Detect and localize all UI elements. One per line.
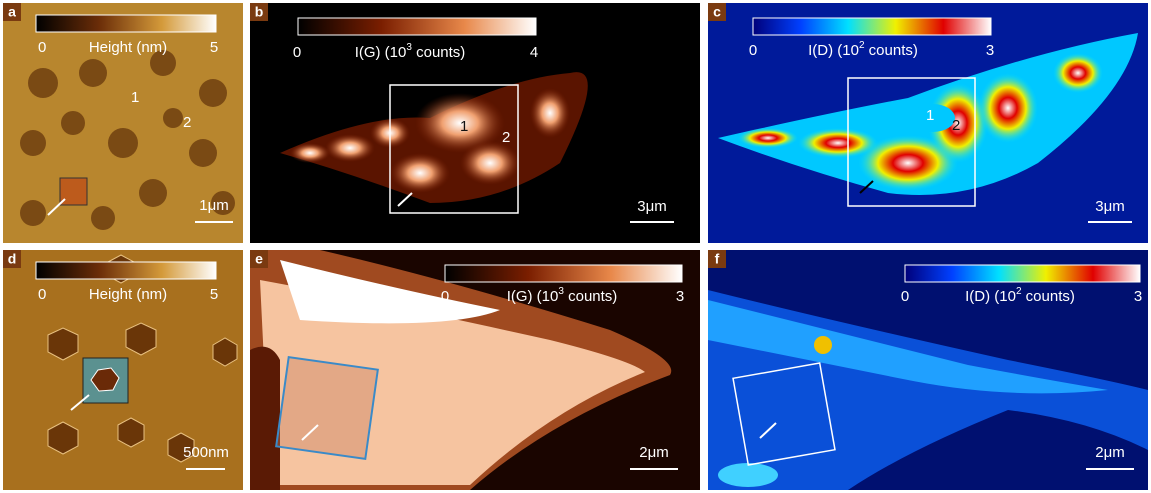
colorbar	[36, 262, 216, 279]
colorbar-min: 0	[441, 288, 449, 305]
colorbar-min: 0	[38, 286, 46, 303]
title-tail: counts)	[1022, 288, 1075, 305]
annotation: 2	[183, 114, 191, 131]
dark-edge	[250, 347, 280, 490]
panel-label: d	[8, 251, 17, 267]
figure: 0 Height (nm) 5 1 2 1μm a 0 I(G) (10 3 co…	[0, 0, 1151, 493]
colorbar-max: 3	[676, 288, 684, 305]
title-tail: counts)	[564, 288, 617, 305]
colorbar	[905, 265, 1140, 282]
panel-d: 0 Height (nm) 5 500nm d	[3, 250, 243, 490]
annotation: 2	[502, 129, 510, 146]
colorbar-max: 5	[210, 39, 218, 56]
panel-label: e	[255, 251, 263, 267]
colorbar-title: Height (nm)	[89, 39, 167, 56]
title-main: I(D) (10	[808, 42, 859, 59]
title-tail: counts)	[865, 42, 918, 59]
colorbar-min: 0	[901, 288, 909, 305]
colorbar	[36, 15, 216, 32]
panel-label: a	[8, 4, 16, 20]
colorbar-min: 0	[38, 39, 46, 56]
scale-bar-label: 2μm	[639, 444, 668, 461]
colorbar	[753, 18, 991, 35]
hotspot	[718, 463, 778, 487]
colorbar-max: 4	[530, 44, 538, 61]
hotspot	[814, 336, 832, 354]
panel-f: 0 I(D) (102 counts) 3 2μm f	[708, 250, 1148, 490]
annotation: 2	[952, 117, 960, 134]
annotation: 1	[926, 107, 934, 124]
title-tail: counts)	[412, 44, 465, 61]
colorbar-min: 0	[749, 42, 757, 59]
colorbar	[298, 18, 536, 35]
colorbar-max: 3	[986, 42, 994, 59]
title-main: I(G) (10	[507, 288, 559, 305]
scale-bar-label: 500nm	[183, 444, 229, 461]
title-main: I(D) (10	[965, 288, 1016, 305]
colorbar-max: 5	[210, 286, 218, 303]
scale-bar-label: 2μm	[1095, 444, 1124, 461]
colorbar-min: 0	[293, 44, 301, 61]
highlight-box	[276, 357, 378, 459]
annotation: 1	[460, 118, 468, 135]
panel-e: 0 I(G) (103 counts) 3 2μm e	[250, 250, 700, 490]
panel-a: 0 Height (nm) 5 1 2 1μm a	[3, 3, 243, 243]
scale-bar-label: 3μm	[1095, 198, 1124, 215]
annotation: 1	[131, 89, 139, 106]
scale-bar-label: 1μm	[199, 197, 228, 214]
colorbar-title: Height (nm)	[89, 286, 167, 303]
body: 0 Height (nm) 5 1 2 1μm a 0 I(G) (10 3 co…	[0, 0, 1151, 493]
colorbar-max: 3	[1134, 288, 1142, 305]
scale-bar-label: 3μm	[637, 198, 666, 215]
panel-b: 0 I(G) (103 counts) 4 1 2 3μm b	[250, 3, 700, 243]
panel-label: b	[255, 4, 264, 20]
colorbar	[445, 265, 682, 282]
panel-label: f	[715, 251, 720, 267]
page: Figure panels {"panels": [ {"label": "a"…	[0, 0, 1151, 493]
panel-c: 0 I(D) (102 counts) 3 1 2 3μm c	[708, 3, 1148, 243]
panel-label: c	[713, 4, 721, 20]
title-main: I(G) (10	[355, 44, 407, 61]
